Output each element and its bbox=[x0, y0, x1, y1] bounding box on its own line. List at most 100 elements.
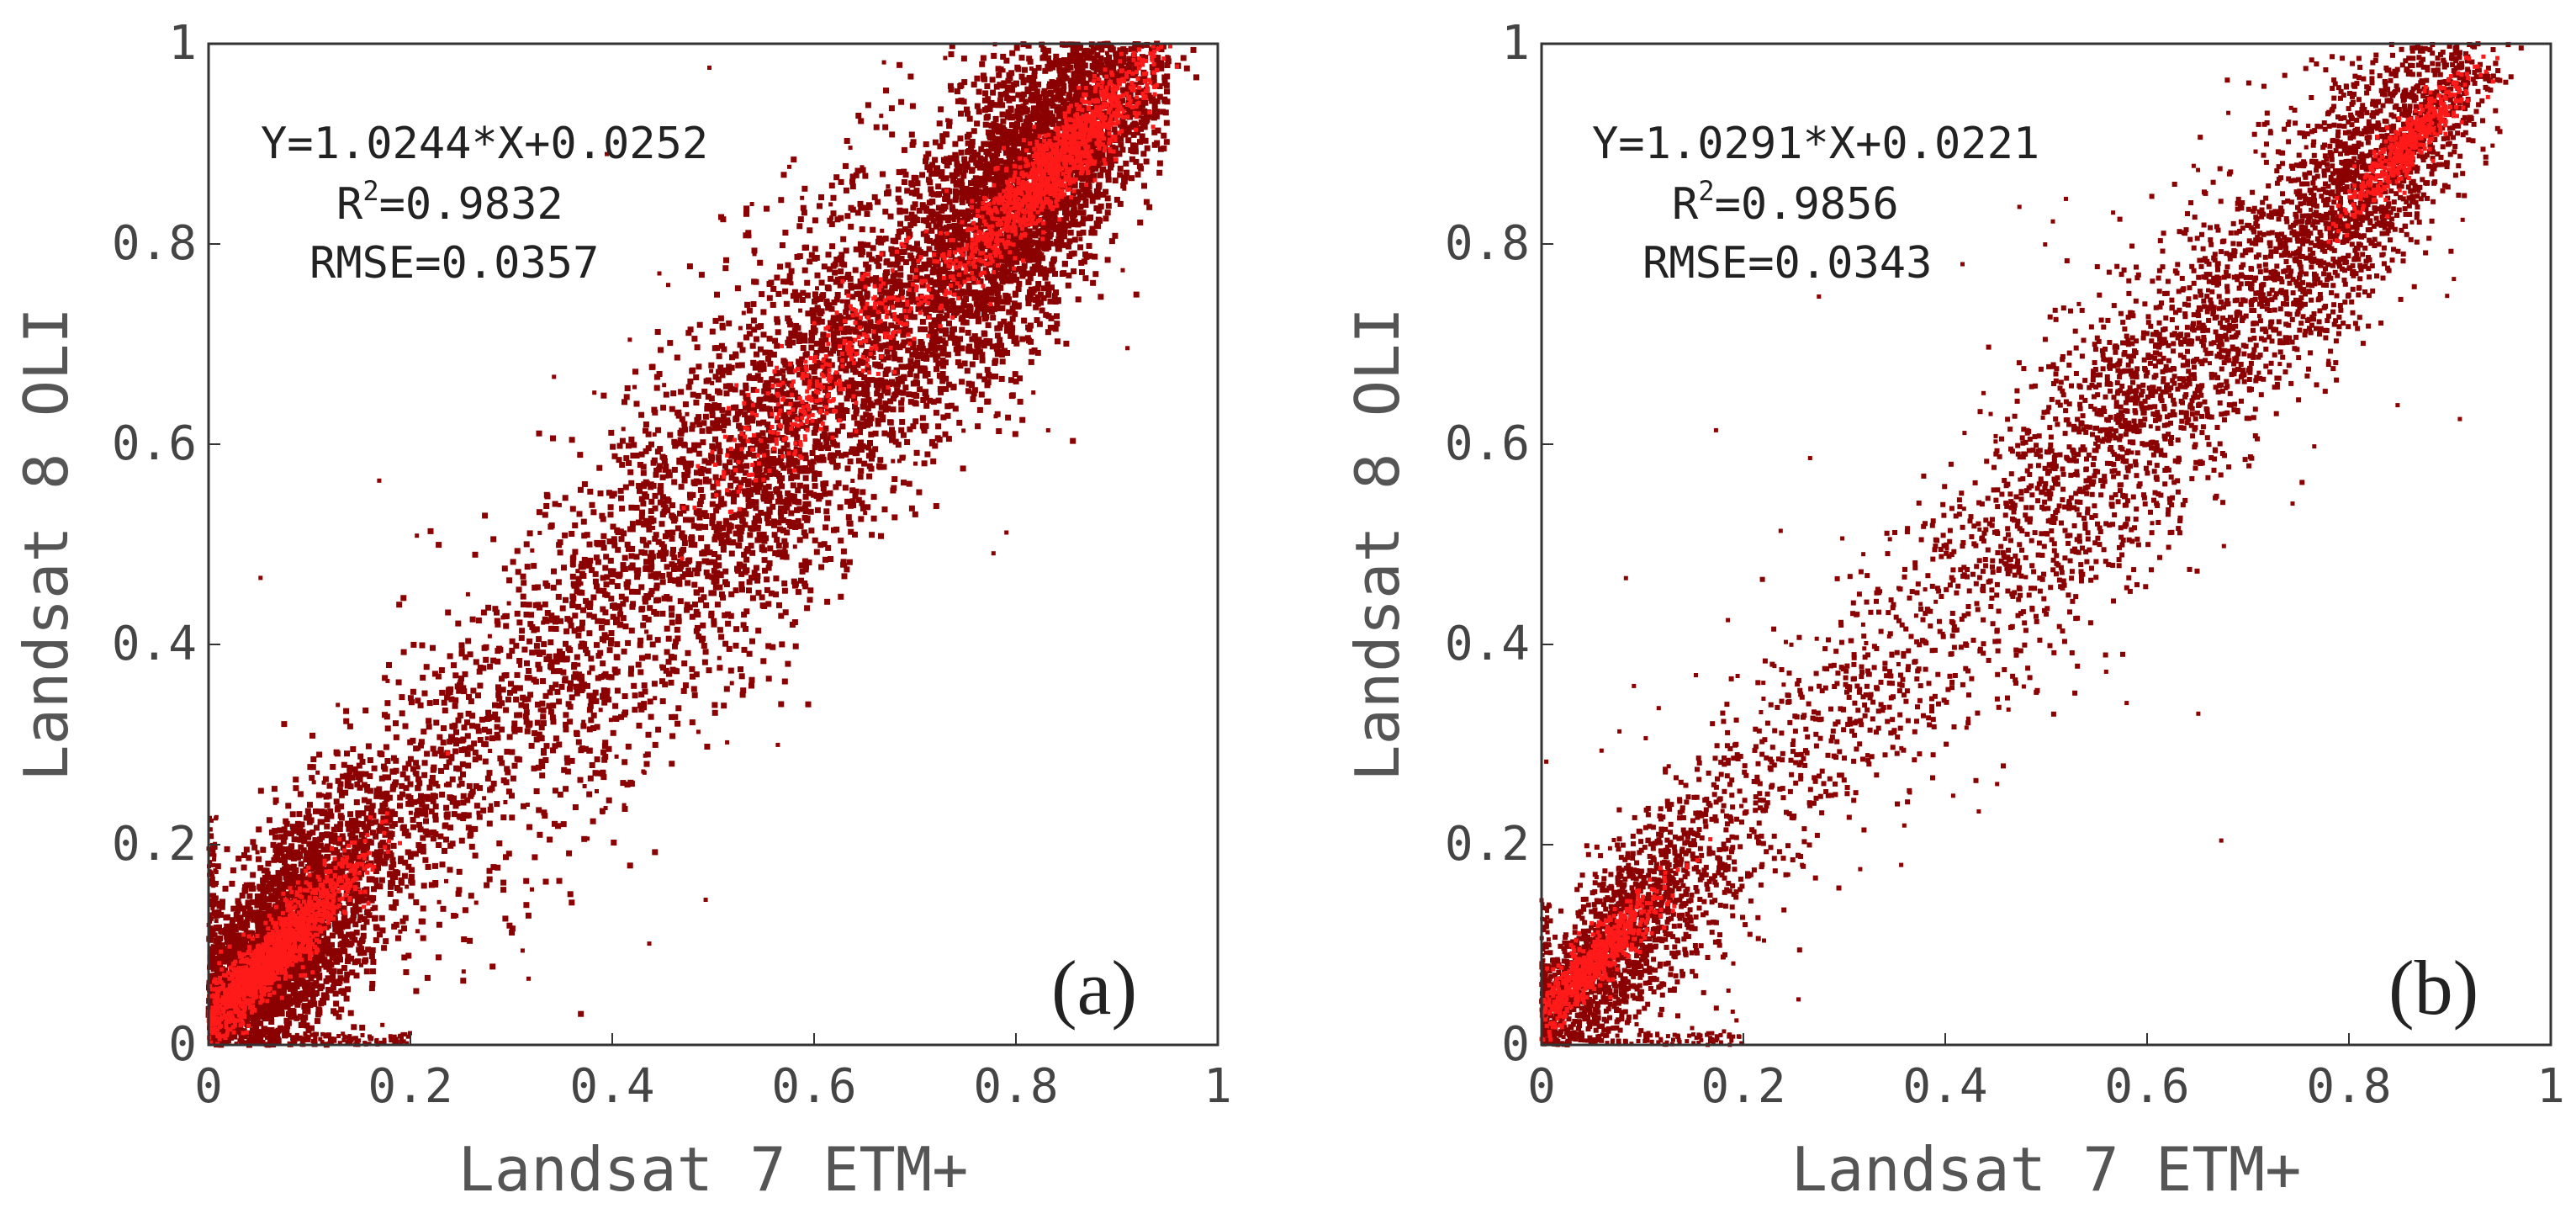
scatter-point bbox=[558, 618, 563, 624]
scatter-point bbox=[554, 688, 561, 695]
scatter-point bbox=[997, 135, 1004, 142]
scatter-point bbox=[313, 808, 319, 814]
scatter-point bbox=[264, 1004, 271, 1010]
scatter-point bbox=[960, 209, 966, 215]
scatter-point bbox=[224, 933, 230, 940]
scatter-point bbox=[432, 803, 439, 810]
scatter-point bbox=[952, 140, 959, 147]
scatter-point bbox=[693, 469, 700, 476]
scatter-point bbox=[340, 773, 346, 780]
scatter-point bbox=[801, 505, 808, 512]
scatter-point bbox=[1090, 95, 1097, 102]
scatter-point bbox=[610, 613, 616, 620]
scatter-point bbox=[717, 315, 724, 321]
scatter-point bbox=[494, 724, 500, 730]
scatter-point bbox=[315, 966, 322, 972]
scatter-point bbox=[1076, 188, 1082, 195]
scatter-point bbox=[214, 863, 221, 870]
scatter-point bbox=[1071, 84, 1078, 91]
scatter-point bbox=[808, 527, 815, 534]
scatter-point bbox=[325, 947, 332, 954]
scatter-point bbox=[315, 1011, 321, 1018]
scatter-point bbox=[594, 724, 600, 730]
scatter-point bbox=[558, 683, 565, 690]
scatter-point bbox=[984, 367, 991, 374]
scatter-point bbox=[548, 659, 554, 665]
scatter-point bbox=[352, 921, 359, 928]
scatter-point bbox=[938, 232, 944, 239]
scatter-point bbox=[1054, 313, 1060, 320]
scatter-point bbox=[981, 140, 987, 147]
scatter-point bbox=[854, 284, 860, 290]
scatter-point bbox=[552, 501, 558, 507]
scatter-point bbox=[781, 587, 788, 594]
scatter-point bbox=[436, 921, 442, 928]
scatter-point bbox=[974, 120, 981, 127]
scatter-point bbox=[368, 953, 375, 960]
scatter-point bbox=[1065, 113, 1071, 119]
scatter-point bbox=[751, 520, 758, 527]
scatter-point bbox=[592, 689, 599, 696]
scatter-point bbox=[805, 501, 812, 507]
scatter-point bbox=[633, 400, 640, 407]
scatter-point bbox=[812, 444, 818, 451]
scatter-point bbox=[962, 216, 969, 222]
scatter-point bbox=[879, 298, 886, 305]
scatter-point bbox=[311, 897, 317, 904]
scatter-point bbox=[383, 796, 390, 803]
scatter-point bbox=[661, 595, 668, 602]
scatter-point bbox=[475, 728, 482, 734]
scatter-point bbox=[731, 494, 737, 501]
scatter-point bbox=[766, 471, 773, 477]
scatter-point bbox=[738, 362, 745, 368]
scatter-point bbox=[331, 949, 338, 956]
scatter-point bbox=[764, 421, 771, 428]
scatter-point bbox=[753, 460, 759, 467]
scatter-point bbox=[592, 570, 599, 577]
scatter-point bbox=[742, 522, 748, 528]
scatter-point bbox=[827, 217, 833, 224]
scatter-point bbox=[935, 183, 942, 190]
scatter-point bbox=[449, 776, 456, 782]
scatter-point bbox=[326, 872, 333, 879]
scatter-point bbox=[373, 868, 379, 874]
scatter-point bbox=[375, 865, 381, 872]
scatter-point bbox=[443, 764, 450, 770]
scatter-point bbox=[417, 702, 424, 708]
scatter-point bbox=[358, 771, 365, 777]
scatter-point bbox=[295, 883, 302, 890]
scatter-point bbox=[844, 379, 851, 386]
scatter-point bbox=[563, 786, 569, 793]
scatter-point bbox=[618, 495, 624, 501]
scatter-point bbox=[480, 665, 487, 671]
scatter-point bbox=[760, 658, 767, 665]
scatter-point bbox=[808, 337, 815, 344]
scatter-point bbox=[278, 850, 285, 856]
scatter-point bbox=[336, 826, 343, 832]
scatter-point bbox=[495, 734, 501, 741]
scatter-point bbox=[241, 864, 247, 871]
scatter-point bbox=[260, 916, 267, 923]
scatter-point bbox=[1092, 58, 1098, 65]
scatter-point bbox=[516, 658, 523, 664]
scatter-point bbox=[867, 440, 873, 446]
scatter-point bbox=[668, 679, 674, 686]
scatter-point bbox=[347, 811, 354, 818]
scatter-point bbox=[1082, 62, 1088, 69]
scatter-point bbox=[971, 390, 977, 397]
scatter-point bbox=[843, 247, 849, 254]
scatter-point bbox=[960, 319, 967, 326]
scatter-point bbox=[891, 485, 897, 491]
scatter-point bbox=[472, 750, 479, 755]
scatter-point bbox=[943, 375, 949, 382]
scatter-point bbox=[436, 734, 443, 740]
scatter-point bbox=[968, 187, 975, 193]
scatter-point bbox=[1129, 148, 1136, 155]
scatter-point bbox=[1091, 106, 1098, 112]
scatter-point bbox=[730, 469, 737, 476]
scatter-point bbox=[912, 347, 919, 354]
scatter-point bbox=[331, 920, 338, 927]
scatter-point bbox=[468, 893, 474, 899]
scatter-point bbox=[940, 363, 947, 369]
scatter-point bbox=[365, 946, 372, 953]
